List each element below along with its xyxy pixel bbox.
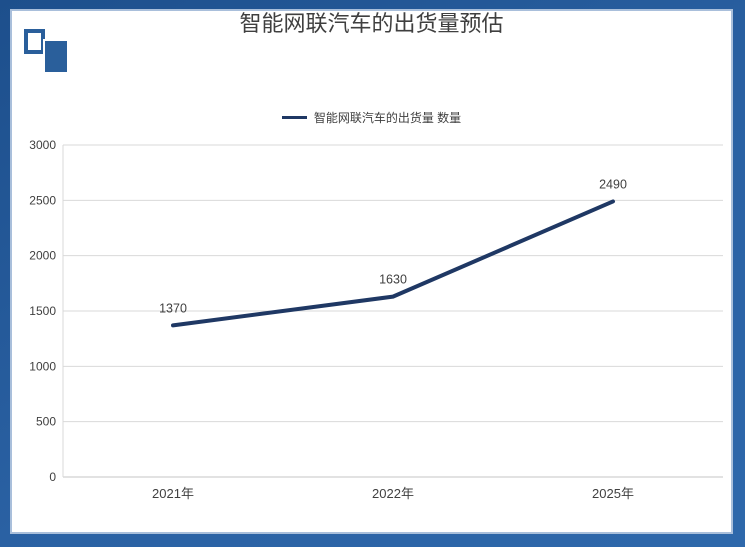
x-tick-label: 2022年 [372,486,414,501]
y-tick-label: 500 [36,415,56,429]
chart-card: 智能网联汽车的出货量预估 智能网联汽车的出货量 数量 0 500 1000 1500 2… [10,9,733,534]
overlapping-pages-logo-icon [24,28,70,74]
chart-legend: 智能网联汽车的出货量 数量 [12,107,731,127]
data-label: 1630 [379,273,407,287]
y-tick-label: 2000 [29,249,56,263]
line-chart-plot: 0 500 1000 1500 2000 2500 3000 2021年 2022年 2025年 1… [29,138,723,501]
y-tick-label: 3000 [29,138,56,152]
y-tick-label: 1000 [29,359,56,373]
legend-line-marker [281,115,307,119]
chart-title: 智能网联汽车的出货量预估 [239,11,504,36]
series-line [171,199,615,328]
data-label: 1370 [159,301,187,315]
data-label: 2490 [599,177,627,191]
x-tick-label: 2021年 [152,486,194,501]
logo-filled-rect [43,39,69,74]
y-tick-label: 1500 [29,304,56,318]
y-tick-label: 0 [49,470,56,484]
legend-label: 智能网联汽车的出货量 数量 [313,110,462,125]
x-tick-label: 2025年 [592,486,634,501]
y-tick-label: 2500 [29,193,56,207]
